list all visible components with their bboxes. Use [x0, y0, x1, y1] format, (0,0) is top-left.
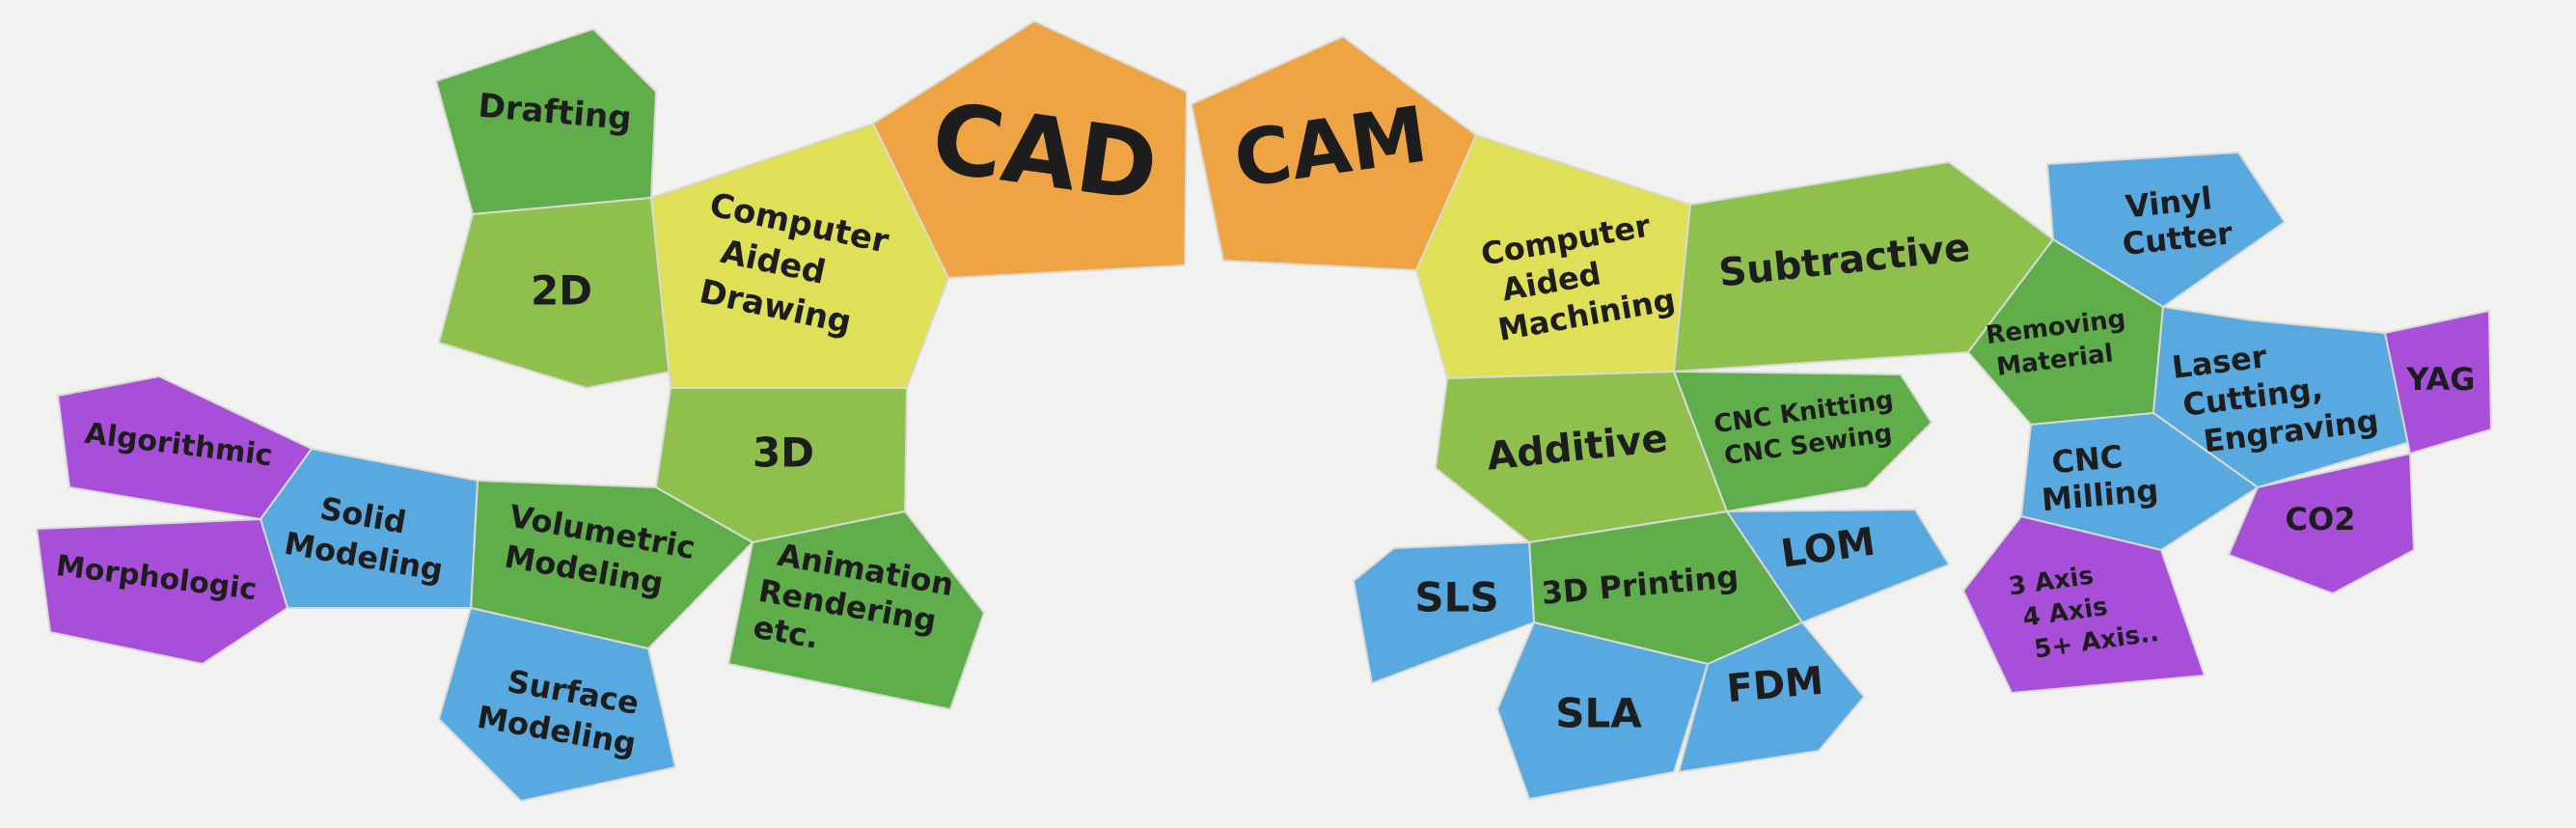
- node-cam: CAM: [1191, 36, 1477, 271]
- node-sls: SLS: [1353, 541, 1535, 684]
- node-volumetric: Volumetric Modeling: [470, 480, 754, 649]
- node-co2: CO2: [2228, 453, 2415, 594]
- node-sla-shape: [1496, 621, 1709, 800]
- node-fdm: FDM: [1678, 621, 1865, 773]
- node-algorithmic: Algorithmic: [57, 375, 313, 520]
- node-computer-aided-machining: Computer Aided Machining: [1415, 134, 1691, 379]
- node-drafting-shape: [435, 28, 657, 215]
- node-cnc-milling-shape: [2020, 412, 2259, 551]
- node-lom-shape: [1726, 509, 1950, 623]
- node-animation-shape: [727, 511, 985, 710]
- node-laser: Laser Cutting, Engraving: [2152, 306, 2411, 488]
- node-morphologic: Morphologic: [36, 518, 288, 665]
- node-vinyl-cutter-line-1: Vinyl: [2124, 179, 2213, 225]
- node-sla-label: SLA: [1555, 690, 1642, 737]
- node-surface-shape: [438, 607, 676, 802]
- node-vinyl-cutter: Vinyl Cutter: [2046, 152, 2286, 308]
- node-subtractive: Subtractive: [1673, 161, 2054, 373]
- node-sls-label: SLS: [1414, 574, 1498, 621]
- node-surface: Surface Modeling: [438, 607, 676, 802]
- node-2d: 2D: [438, 197, 671, 389]
- node-yag-shape: [2384, 310, 2492, 455]
- node-cnc-milling: CNC Milling: [2020, 412, 2259, 551]
- node-yag-label: YAG: [2405, 361, 2475, 398]
- node-lom: LOM: [1726, 509, 1950, 623]
- node-sls-shape: [1353, 541, 1535, 684]
- node-algorithmic-shape: [57, 375, 313, 520]
- node-computer-aided-drawing: Computer Aided Drawing: [650, 123, 949, 389]
- node-cnc-knitting-shape: [1673, 371, 1932, 512]
- node-cnc-milling-line-1: CNC: [2050, 438, 2124, 481]
- node-2d-shape: [438, 197, 671, 389]
- node-3d: 3D: [655, 387, 908, 543]
- node-co2-shape: [2228, 453, 2415, 594]
- node-axes: 3 Axis 4 Axis 5+ Axis..: [1962, 515, 2206, 694]
- node-morphologic-shape: [36, 518, 288, 665]
- node-co2-label: CO2: [2286, 501, 2356, 538]
- node-computer-aided-drawing-shape: [650, 123, 949, 389]
- node-vinyl-cutter-shape: [2046, 152, 2286, 308]
- node-3d-label: 3D: [753, 429, 814, 477]
- node-fdm-label: FDM: [1725, 659, 1825, 712]
- node-solid: Solid Modeling: [260, 448, 479, 609]
- node-cad-shape: [872, 20, 1188, 279]
- node-2d-label: 2D: [531, 267, 592, 315]
- node-fdm-shape: [1678, 621, 1865, 773]
- node-yag: YAG: [2384, 310, 2492, 455]
- node-additive: Additive: [1435, 371, 1728, 543]
- node-animation: Animation Rendering etc.: [727, 511, 985, 710]
- node-drafting: Drafting: [435, 28, 657, 215]
- node-cnc-knitting: CNC Knitting CNC Sewing: [1673, 371, 1932, 512]
- node-cad: CAD: [872, 20, 1188, 279]
- node-axes-shape: [1962, 515, 2206, 694]
- node-sla: SLA: [1496, 621, 1709, 800]
